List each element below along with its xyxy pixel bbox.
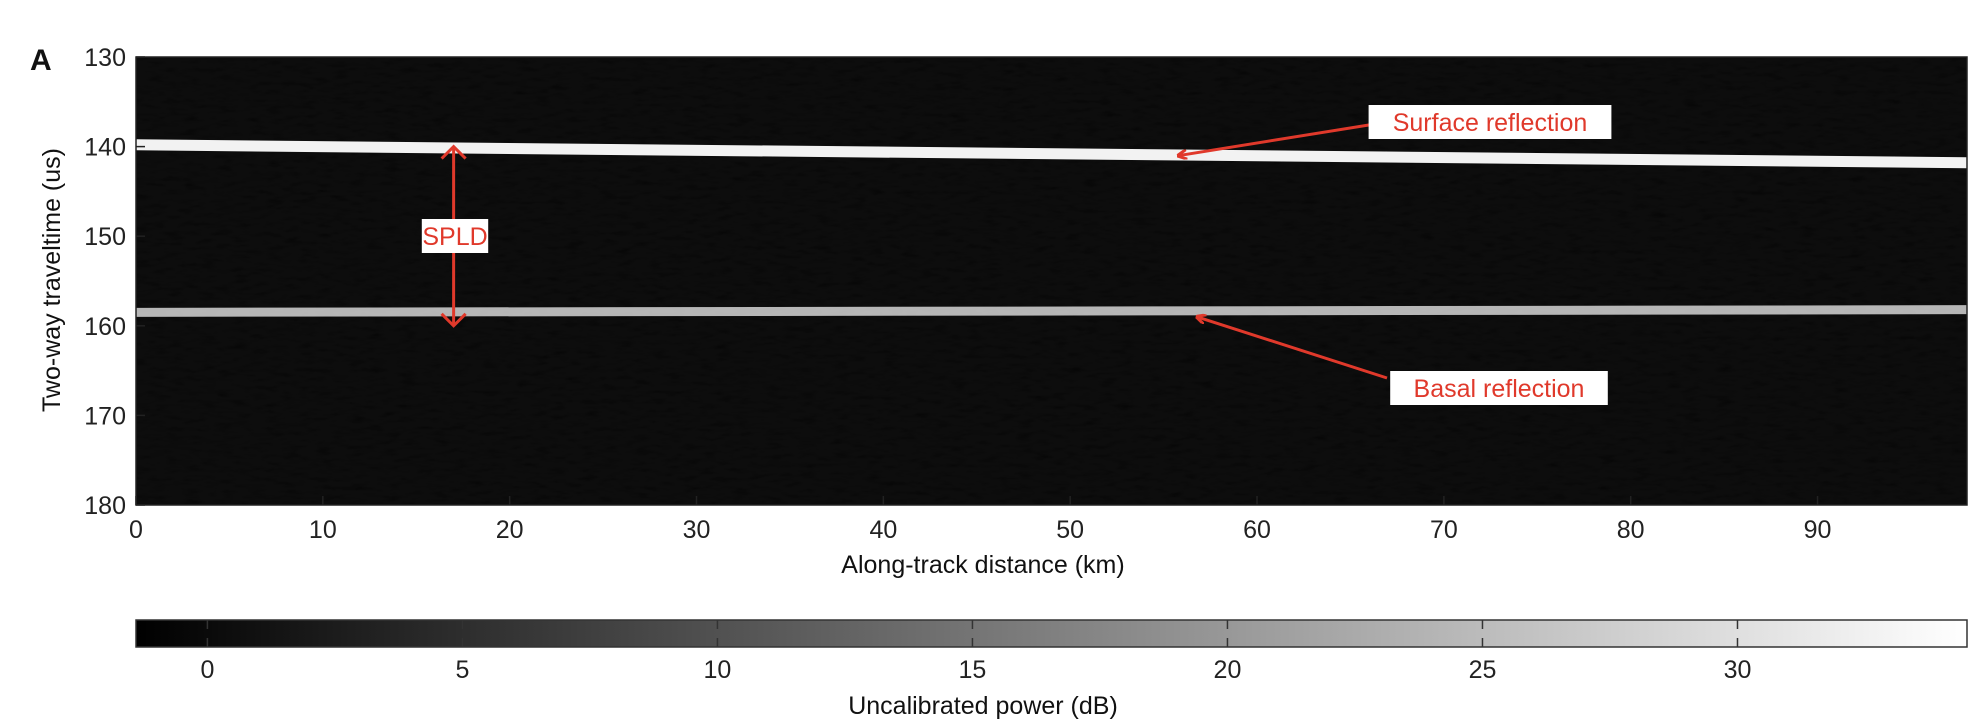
surface-reflection-label-box (1368, 105, 1612, 139)
y-tick-label: 150 (84, 223, 126, 251)
colorbar-tick-label: 5 (455, 656, 469, 684)
annotations: Surface reflection Basal reflection SPLD (421, 105, 1612, 405)
basal-reflection-label-box (1390, 371, 1608, 405)
colorbar-tick-label: 25 (1469, 656, 1497, 684)
x-tick-label: 50 (1056, 516, 1084, 544)
spld-label: SPLD (422, 223, 487, 251)
y-tick-label: 140 (84, 134, 126, 162)
reflector-band-surface (136, 139, 1967, 169)
surface-arrow (1179, 122, 1376, 156)
panel-label: A (30, 44, 52, 77)
x-tick-label: 10 (309, 516, 337, 544)
colorbar-gradient (135, 619, 1968, 648)
colorbar-ticks: 0 5 10 15 20 25 30 (200, 620, 1751, 684)
radargram-plot (135, 56, 1968, 506)
y-tick-label: 130 (84, 44, 126, 72)
x-tick-label: 60 (1243, 516, 1271, 544)
spld-arrow-top (440, 144, 467, 160)
colorbar: 0 5 10 15 20 25 30 Uncalibrated power (dB) (135, 619, 1968, 720)
plot-frame (135, 56, 1968, 506)
x-tick-label: 0 (129, 516, 143, 544)
y-tick-label: 170 (84, 402, 126, 430)
spld-label-box (421, 219, 489, 253)
y-tick-label: 160 (84, 313, 126, 341)
colorbar-label: Uncalibrated power (dB) (848, 692, 1118, 720)
x-tick-label: 40 (869, 516, 897, 544)
colorbar-tick-label: 10 (704, 656, 732, 684)
spld-arrow-bottom (440, 312, 467, 328)
colorbar-tick-label: 15 (959, 656, 987, 684)
colorbar-tick-label: 30 (1724, 656, 1752, 684)
colorbar-tick-label: 20 (1214, 656, 1242, 684)
y-tick-label: 180 (84, 492, 126, 520)
colorbar-tick-label: 0 (200, 656, 214, 684)
reflector-marks (136, 139, 1967, 317)
y-axis-title: Two-way traveltime (us) (38, 148, 66, 412)
y-axis: 130 140 150 160 170 180 (84, 44, 145, 520)
x-axis: 0 10 20 30 40 50 60 70 80 90 (129, 496, 1831, 544)
x-tick-label: 70 (1430, 516, 1458, 544)
reflector-band-basal (136, 305, 1967, 317)
surface-reflection-label: Surface reflection (1393, 109, 1588, 137)
x-tick-label: 30 (683, 516, 711, 544)
basal-reflection-label: Basal reflection (1414, 375, 1585, 403)
x-tick-label: 20 (496, 516, 524, 544)
speckle-texture (136, 57, 1967, 505)
x-axis-title: Along-track distance (km) (841, 551, 1124, 579)
x-tick-label: 90 (1804, 516, 1832, 544)
basal-arrow (1198, 317, 1388, 380)
x-tick-label: 80 (1617, 516, 1645, 544)
